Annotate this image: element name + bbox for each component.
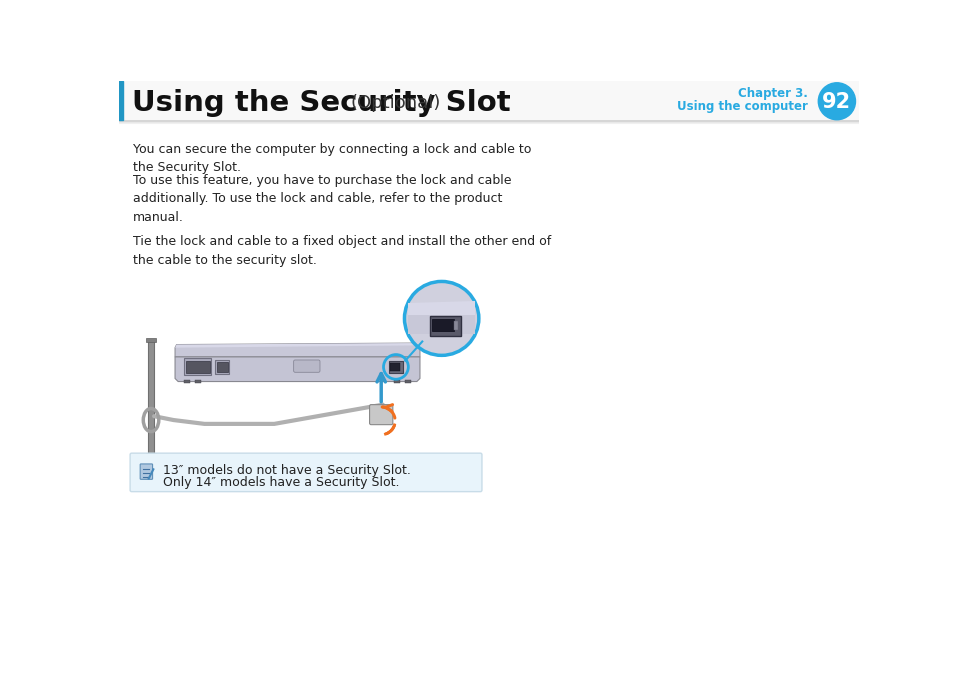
Bar <box>390 363 399 371</box>
Bar <box>119 81 858 120</box>
Text: To use this feature, you have to purchase the lock and cable
additionally. To us: To use this feature, you have to purchas… <box>133 173 511 223</box>
Bar <box>186 361 210 373</box>
Bar <box>146 338 156 341</box>
Text: Using the Security Slot: Using the Security Slot <box>132 89 510 117</box>
Text: Chapter 3.: Chapter 3. <box>737 87 806 100</box>
FancyBboxPatch shape <box>130 453 481 492</box>
Bar <box>183 380 190 383</box>
Bar <box>215 360 229 374</box>
Bar <box>430 316 460 336</box>
Bar <box>184 358 212 375</box>
Bar <box>389 361 402 373</box>
Bar <box>216 362 228 372</box>
Bar <box>454 321 457 330</box>
Text: Only 14″ models have a Security Slot.: Only 14″ models have a Security Slot. <box>162 476 398 489</box>
Polygon shape <box>408 301 475 315</box>
Bar <box>146 453 156 457</box>
FancyBboxPatch shape <box>140 464 152 479</box>
Bar <box>432 319 454 332</box>
Bar <box>148 339 154 453</box>
FancyBboxPatch shape <box>294 360 319 372</box>
FancyBboxPatch shape <box>369 405 393 424</box>
Text: 13″ models do not have a Security Slot.: 13″ models do not have a Security Slot. <box>162 464 410 477</box>
Polygon shape <box>174 343 419 357</box>
Bar <box>195 380 201 383</box>
Circle shape <box>404 282 478 355</box>
Text: Tie the lock and cable to a fixed object and install the other end of
the cable : Tie the lock and cable to a fixed object… <box>133 235 551 267</box>
Bar <box>394 380 399 383</box>
Bar <box>405 380 411 383</box>
Text: You can secure the computer by connecting a lock and cable to
the Security Slot.: You can secure the computer by connectin… <box>133 143 531 175</box>
Bar <box>119 81 123 120</box>
Polygon shape <box>174 343 419 348</box>
Text: 92: 92 <box>821 92 851 112</box>
Polygon shape <box>174 357 419 382</box>
Text: Using the computer: Using the computer <box>676 100 806 113</box>
Polygon shape <box>408 315 475 334</box>
Text: (Optional): (Optional) <box>350 94 440 112</box>
Circle shape <box>818 83 855 120</box>
